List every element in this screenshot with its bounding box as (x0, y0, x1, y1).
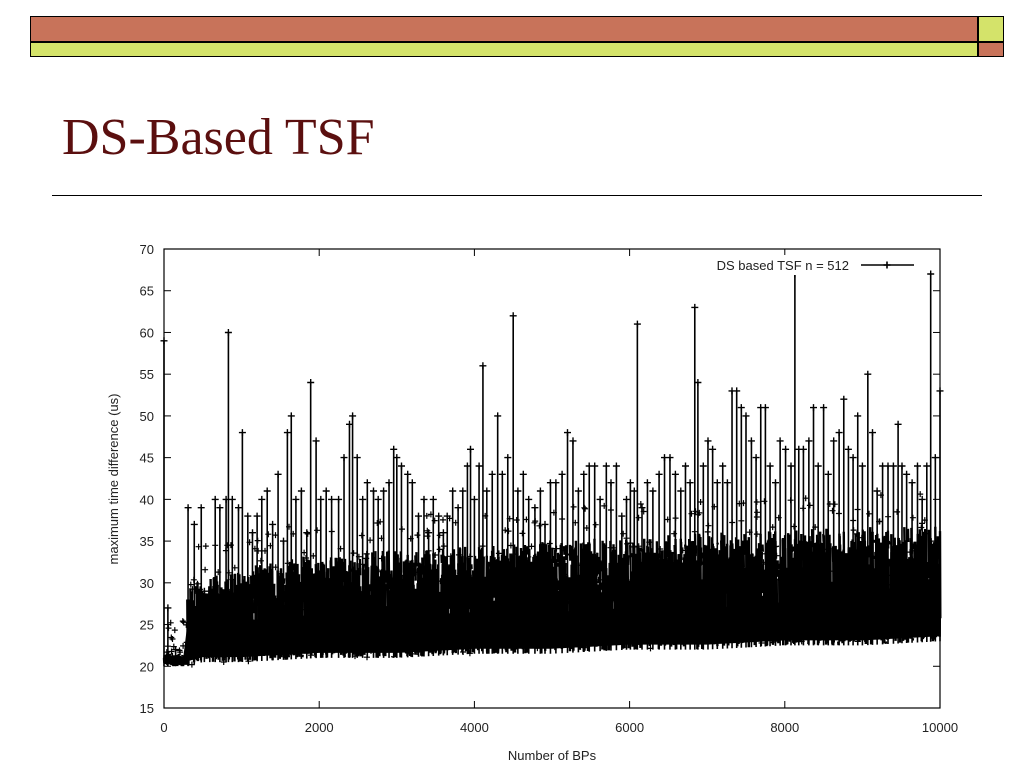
x-tick-label: 10000 (922, 720, 958, 735)
header-bar-orange (30, 16, 978, 42)
y-tick-label: 50 (140, 409, 154, 424)
y-tick-label: 55 (140, 367, 154, 382)
y-tick-label: 45 (140, 451, 154, 466)
y-axis-label: maximum time difference (us) (106, 394, 121, 565)
title-divider (52, 195, 982, 196)
header-bar-orange-square (978, 42, 1004, 57)
x-axis-label: Number of BPs (508, 748, 597, 763)
legend: DS based TSF n = 512 (644, 255, 926, 275)
y-tick-label: 60 (140, 325, 154, 340)
header-bar-green-square (978, 16, 1004, 42)
y-tick-label: 35 (140, 534, 154, 549)
x-tick-label: 0 (160, 720, 167, 735)
y-tick-label: 20 (140, 659, 154, 674)
x-tick-label: 8000 (770, 720, 799, 735)
x-tick-label: 6000 (615, 720, 644, 735)
series-group (160, 270, 944, 668)
slide-title: DS-Based TSF (62, 109, 375, 166)
series-scatter-markers (163, 491, 940, 668)
y-tick-label: 40 (140, 492, 154, 507)
header-bar-green (30, 42, 978, 57)
y-tick-label: 25 (140, 618, 154, 633)
y-tick-label: 15 (140, 701, 154, 716)
series-markers (160, 270, 944, 654)
legend-label: DS based TSF n = 512 (717, 258, 849, 273)
legend-background (644, 255, 926, 275)
y-tick-label: 70 (140, 242, 154, 257)
x-tick-label: 2000 (305, 720, 334, 735)
legend-marker (883, 261, 891, 269)
y-tick-label: 30 (140, 576, 154, 591)
y-tick-label: 65 (140, 284, 154, 299)
axis-ticks: 15 20 25 30 35 40 45 50 55 60 65 70 0 2000 4000 6000 800… (140, 242, 959, 735)
x-tick-label: 4000 (460, 720, 489, 735)
